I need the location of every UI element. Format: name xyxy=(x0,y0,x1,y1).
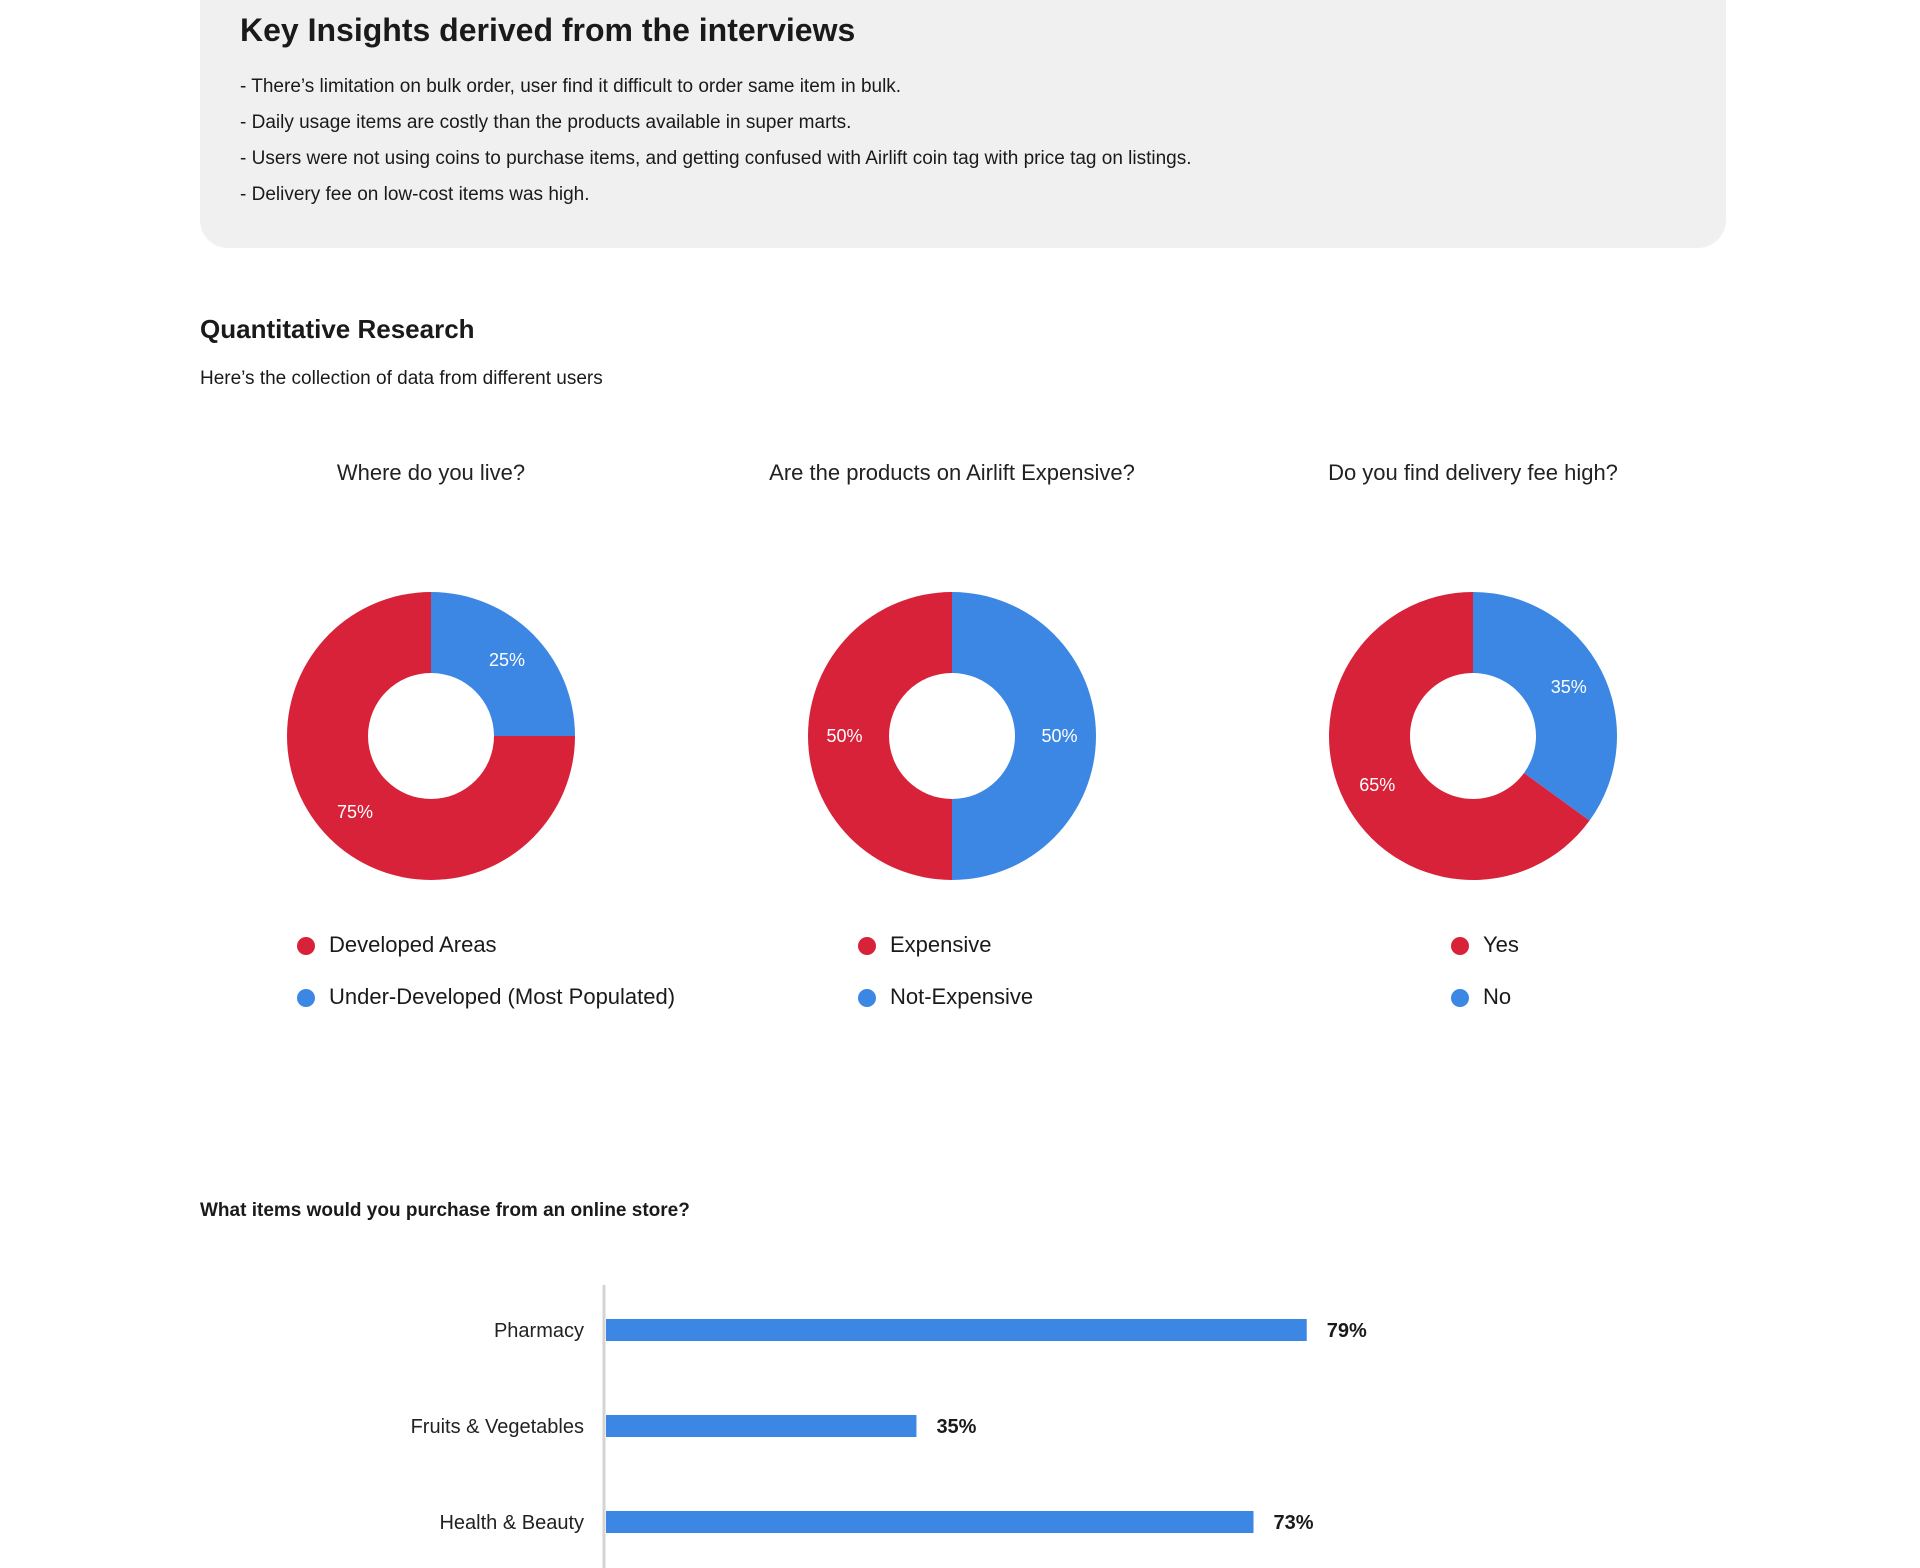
legend-label: Not-Expensive xyxy=(890,984,1034,1009)
legend-dot xyxy=(858,937,876,955)
slice-label: 75% xyxy=(337,802,373,822)
slice-label: 35% xyxy=(1551,677,1587,697)
legend-label: Expensive xyxy=(890,932,992,957)
insight-item: - Daily usage items are costly than the … xyxy=(240,112,852,133)
bar xyxy=(606,1415,917,1437)
section-title: Quantitative Research xyxy=(200,314,475,344)
donut-slice xyxy=(287,592,575,880)
insight-item: - There’s limitation on bulk order, user… xyxy=(240,76,902,97)
category-label: Pharmacy xyxy=(494,1320,584,1342)
donut-slice xyxy=(1329,592,1590,880)
donut-chart-delivery: Do you find delivery fee high? 35% 65% Ye… xyxy=(1213,460,1733,1040)
legend-dot xyxy=(297,937,315,955)
bar-chart: Pharmacy 79% Fruits & Vegetables 35% Health … xyxy=(411,1285,1367,1568)
donut-chart-live: Where do you live? 25% 75% Developed Area… xyxy=(171,460,691,1040)
insights-card xyxy=(200,0,1726,248)
insight-item: - Users were not using coins to purchase… xyxy=(240,148,1192,169)
legend-dot xyxy=(1451,937,1469,955)
bar xyxy=(606,1511,1254,1533)
legend-dot xyxy=(858,989,876,1007)
donut-svg: 35% 65% xyxy=(1329,592,1617,880)
insights-title: Key Insights derived from the interviews xyxy=(240,12,856,48)
slice-label: 65% xyxy=(1359,775,1395,795)
legend-dot xyxy=(1451,989,1469,1007)
donut-svg: 25% 75% xyxy=(287,592,575,880)
chart-title: Do you find delivery fee high? xyxy=(1328,460,1618,485)
donut-chart-expensive: Are the products on Airlift Expensive? 5… xyxy=(692,460,1212,1040)
value-label: 73% xyxy=(1274,1512,1314,1534)
legend-label: Yes xyxy=(1483,932,1519,957)
donut-slice xyxy=(431,592,575,736)
donut-slice xyxy=(952,592,1096,880)
legend-label: Under-Developed (Most Populated) xyxy=(329,984,676,1009)
donut-svg: 50% 50% xyxy=(808,592,1096,880)
bar xyxy=(606,1319,1307,1341)
value-label: 35% xyxy=(936,1416,976,1438)
section-subtitle: Here’s the collection of data from diffe… xyxy=(200,368,603,389)
legend-dot xyxy=(297,989,315,1007)
bar-chart-title: What items would you purchase from an on… xyxy=(200,1200,690,1221)
value-label: 79% xyxy=(1327,1320,1367,1342)
slice-label: 50% xyxy=(1041,726,1077,746)
insight-item: - Delivery fee on low-cost items was hig… xyxy=(240,184,590,205)
chart-title: Where do you live? xyxy=(336,460,526,485)
category-label: Fruits & Vegetables xyxy=(411,1416,584,1438)
legend-label: No xyxy=(1483,984,1512,1009)
donut-slice xyxy=(1473,592,1617,821)
slice-label: 25% xyxy=(489,650,525,670)
chart-title: Are the products on Airlift Expensive? xyxy=(769,460,1135,485)
donut-slice xyxy=(808,592,952,880)
category-label: Health & Beauty xyxy=(439,1512,584,1534)
slice-label: 50% xyxy=(826,726,862,746)
legend-label: Developed Areas xyxy=(329,932,497,957)
